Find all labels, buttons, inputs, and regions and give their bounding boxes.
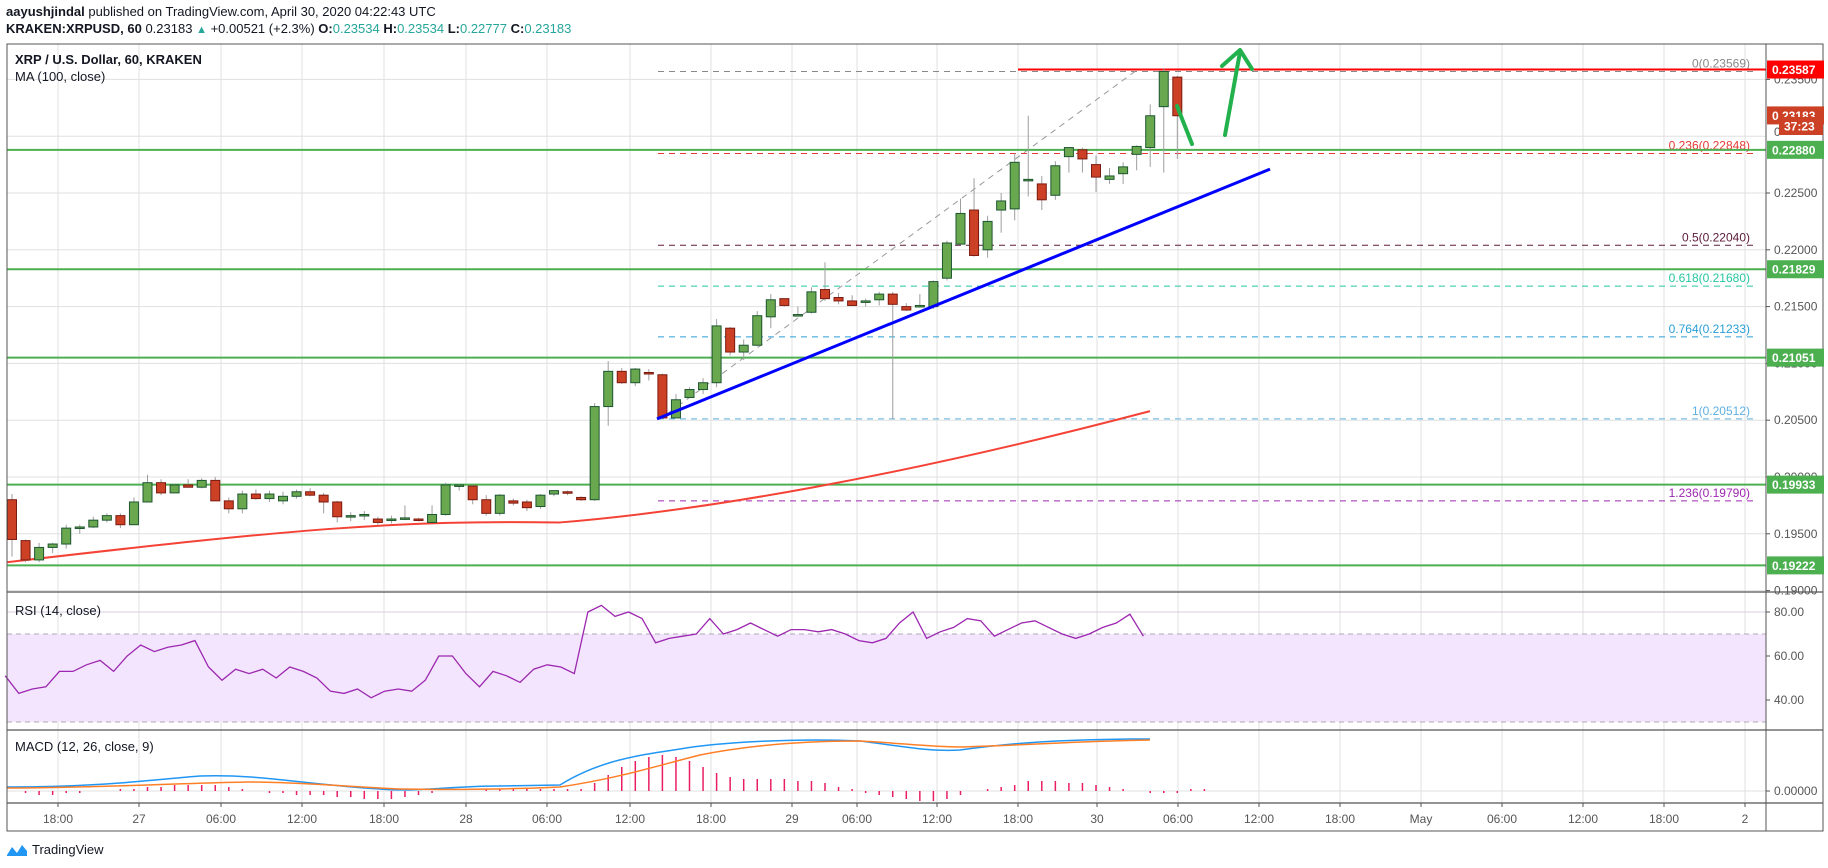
price-tick: 0.19500 [1774, 527, 1818, 541]
rsi-tick: 40.00 [1774, 693, 1804, 707]
price-label: 0.23587 [1772, 63, 1816, 77]
pane-borders [6, 43, 1824, 832]
published-text: published on TradingView.com, April 30, … [88, 4, 436, 19]
arrow-up-icon [1220, 48, 1254, 137]
price-label-bg [1767, 60, 1824, 79]
macd-indicator [6, 738, 1206, 801]
time-tick: 06:00 [1163, 812, 1193, 826]
price-tick: 0.22000 [1774, 243, 1818, 257]
rsi-tick: 80.00 [1774, 605, 1804, 619]
low-label: L: [447, 21, 460, 36]
time-tick: 12:00 [287, 812, 317, 826]
price-label-bg [1767, 348, 1824, 367]
time-tick: May [1410, 812, 1433, 826]
macd-legend[interactable]: MACD (12, 26, close, 9) [15, 739, 154, 754]
up-arrow-icon: ▲ [196, 24, 207, 36]
symbol-info: KRAKEN:XRPUSD, 60 0.23183 ▲ +0.00521 (+2… [6, 21, 571, 36]
time-axis[interactable]: 18:00 27 06:00 12:00 18:00 28 06:00 12:00 18:00 2… [43, 803, 1749, 826]
time-tick: 18:00 [369, 812, 399, 826]
fib-level-label: 0.618(0.21680) [1669, 271, 1750, 285]
time-tick: 12:00 [615, 812, 645, 826]
macd-tick: 0.00000 [1774, 784, 1818, 798]
price-label-bg [1767, 140, 1824, 159]
trendline[interactable] [656, 167, 1271, 421]
fib-level-label: 1(0.20512) [1692, 404, 1750, 418]
time-tick: 18:00 [43, 812, 73, 826]
price-label: 0.19933 [1772, 478, 1816, 492]
time-tick: 18:00 [1003, 812, 1033, 826]
price-tick: 0.19000 [1774, 584, 1818, 598]
price-label-bg [1767, 556, 1824, 575]
ascending-trendline [656, 167, 1271, 421]
candlesticks [7, 68, 1183, 563]
close-label: C: [510, 21, 525, 36]
low-value: 0.22777 [459, 21, 507, 36]
price-change: +0.00521 (+2.3%) [210, 21, 315, 36]
time-tick: 28 [459, 812, 473, 826]
price-label-bg [1767, 260, 1824, 279]
rsi-path [4, 604, 1144, 699]
price-label-bg [1767, 475, 1824, 494]
time-tick: 06:00 [532, 812, 562, 826]
signal-line [6, 739, 1151, 791]
high-value: 0.23534 [397, 21, 445, 36]
time-tick: 29 [785, 812, 799, 826]
price-tick: 0.21500 [1774, 300, 1818, 314]
price-label: 0.21051 [1772, 351, 1816, 365]
svg-text:0: 0 [1774, 125, 1781, 139]
price-label: 37:23 [1784, 120, 1815, 134]
close-value: 0.23183 [524, 21, 572, 36]
chart-title: XRP / U.S. Dollar, 60, KRAKEN [15, 52, 202, 67]
high-label: H: [383, 21, 398, 36]
last-price: 0.23183 [145, 21, 193, 36]
symbol-label: KRAKEN:XRPUSD, 60 [6, 21, 142, 36]
author-name[interactable]: aayushjindal [6, 4, 85, 19]
time-tick: 30 [1090, 812, 1104, 826]
fib-level-label: 0.764(0.21233) [1669, 322, 1750, 336]
rsi-legend[interactable]: RSI (14, close) [15, 603, 101, 618]
green-arrow-annotation [1175, 48, 1254, 146]
time-tick: 2 [1742, 812, 1749, 826]
arrow-down-stroke [1175, 104, 1194, 146]
price-label: 0.22880 [1772, 143, 1816, 157]
open-label: O: [318, 21, 333, 36]
ma-100-path [6, 410, 1151, 564]
ma-legend[interactable]: MA (100, close) [15, 69, 106, 84]
fib-level-label: 0(0.23569) [1692, 57, 1750, 71]
open-value: 0.23534 [332, 21, 380, 36]
time-tick: 12:00 [1568, 812, 1598, 826]
rsi-band [7, 633, 1766, 723]
fib-level-label: 0.5(0.22040) [1682, 230, 1750, 244]
macd-line [6, 738, 1150, 791]
price-axis[interactable]: 0.235000.225000.220000.215000.210000.205… [1766, 60, 1824, 798]
time-tick: 18:00 [1649, 812, 1679, 826]
fibonacci-retracement[interactable]: 0(0.23569)0.236(0.22848)0.5(0.22040)0.61… [658, 57, 1755, 502]
price-label-bg [1779, 117, 1823, 135]
time-tick: 06:00 [206, 812, 236, 826]
tradingview-logo[interactable]: TradingView [6, 842, 104, 857]
rsi-line [4, 604, 1144, 699]
publish-info: aayushjindal published on TradingView.co… [6, 4, 436, 19]
rsi-tick: 60.00 [1774, 649, 1804, 663]
time-tick: 27 [132, 812, 146, 826]
time-tick: 06:00 [842, 812, 872, 826]
price-label: 0.21829 [1772, 263, 1816, 277]
tradingview-icon [7, 844, 27, 856]
time-tick: 18:00 [696, 812, 726, 826]
time-tick: 12:00 [922, 812, 952, 826]
price-label: 0.19222 [1772, 559, 1816, 573]
fib-diagonal [659, 71, 1136, 420]
time-tick: 06:00 [1487, 812, 1517, 826]
price-tick: 0.20500 [1774, 413, 1818, 427]
time-tick: 12:00 [1244, 812, 1274, 826]
ma-line [6, 410, 1151, 564]
support-resistance-lines[interactable] [7, 68, 1766, 567]
price-tick: 0.22500 [1774, 186, 1818, 200]
time-tick: 18:00 [1325, 812, 1355, 826]
fib-level-label: 1.236(0.19790) [1669, 486, 1750, 500]
tradingview-logo-text: TradingView [32, 842, 104, 857]
